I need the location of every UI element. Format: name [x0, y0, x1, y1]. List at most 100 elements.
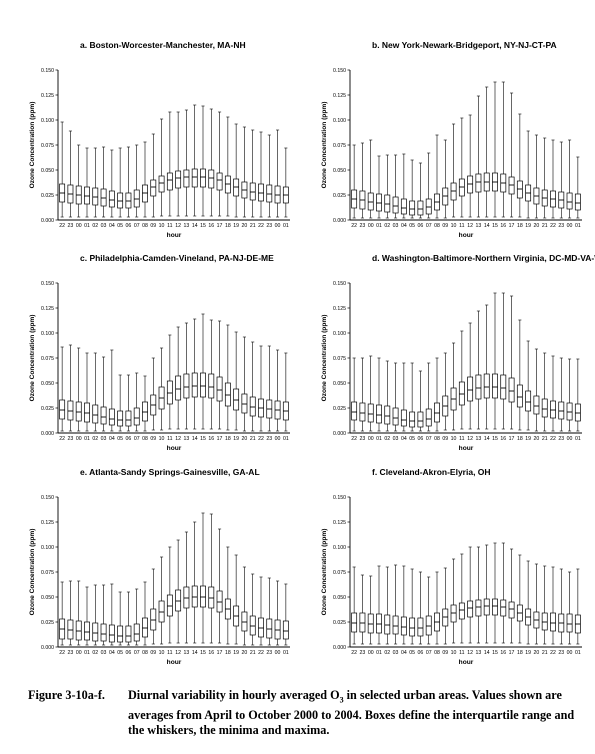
chart-title: f. Cleveland-Akron-Elyria, OH [372, 467, 491, 477]
box-hour-01 [376, 565, 382, 645]
box-iqr [183, 373, 190, 399]
chart-panel: c. Philadelphia-Camden-Vineland, PA-NJ-D… [10, 253, 290, 458]
box-iqr [125, 625, 132, 643]
x-tick-label: 23 [558, 223, 564, 229]
x-tick-label: 12 [175, 650, 181, 656]
box-iqr [117, 410, 124, 427]
box-hour-22 [258, 131, 264, 218]
y-tick-label: 0.050 [333, 381, 346, 387]
y-tick-label: 0.050 [41, 595, 54, 601]
box-iqr [224, 382, 231, 407]
box-hour-14 [191, 104, 198, 217]
y-tick-label: 0.125 [333, 93, 346, 99]
box-hour-15 [492, 81, 498, 218]
box-iqr [434, 402, 440, 423]
box-hour-11 [166, 111, 173, 217]
x-tick-label: 09 [150, 436, 156, 442]
box-iqr [417, 617, 424, 637]
box-hour-17 [216, 111, 223, 217]
box-hour-16 [500, 542, 507, 644]
box-hour-19 [525, 340, 532, 431]
box-iqr [150, 608, 157, 631]
box-iqr [566, 402, 573, 421]
box-hour-10 [158, 347, 165, 431]
box-iqr [483, 373, 490, 399]
box-hour-05 [117, 147, 124, 218]
x-tick-label: 16 [208, 436, 214, 442]
box-hour-05 [409, 362, 416, 432]
x-tick-label: 19 [525, 650, 531, 656]
box-hour-22 [550, 355, 556, 432]
box-iqr [150, 179, 157, 197]
box-iqr [117, 192, 124, 209]
x-axis-label: hour [459, 445, 474, 452]
x-tick-label: 20 [242, 223, 248, 229]
box-iqr [216, 376, 223, 402]
y-tick-label: 0.000 [41, 645, 54, 651]
x-tick-label: 11 [167, 223, 172, 229]
box-iqr [376, 193, 382, 212]
y-tick-label: 0.150 [41, 68, 54, 74]
box-hour-01 [282, 352, 289, 432]
x-tick-label: 22 [59, 436, 65, 442]
x-tick-label: 19 [233, 436, 239, 442]
x-tick-label: 10 [159, 436, 165, 442]
x-tick-label: 06 [418, 223, 424, 229]
y-tick-label: 0.075 [333, 570, 346, 576]
box-hour-19 [233, 123, 240, 218]
x-tick-label: 20 [242, 436, 248, 442]
box-hour-06 [417, 162, 424, 219]
box-hour-22 [258, 345, 264, 432]
box-iqr [158, 175, 165, 193]
box-hour-16 [208, 108, 215, 217]
x-tick-label: 22 [258, 223, 264, 229]
x-tick-label: 18 [517, 436, 523, 442]
x-tick-label: 01 [376, 223, 382, 229]
y-axis-label: Ozone Concentration (ppm) [321, 315, 328, 402]
box-iqr [241, 611, 248, 632]
box-iqr [458, 381, 465, 406]
box-hour-03 [100, 584, 107, 646]
x-axis-label: hour [459, 232, 474, 239]
chart-panel: d. Washington-Baltimore-Northern Virgini… [302, 253, 595, 458]
box-hour-14 [483, 544, 490, 644]
x-tick-label: 05 [409, 436, 415, 442]
box-iqr [216, 172, 223, 191]
x-tick-label: 13 [184, 436, 190, 442]
box-hour-07 [133, 588, 140, 646]
x-tick-label: 21 [250, 223, 256, 229]
box-hour-03 [392, 564, 399, 645]
box-hour-12 [467, 114, 474, 218]
x-tick-label: 14 [484, 436, 490, 442]
box-hour-06 [417, 571, 424, 645]
box-iqr [191, 585, 198, 608]
x-tick-label: 00 [275, 223, 281, 229]
box-iqr [467, 376, 474, 402]
box-hour-14 [191, 521, 198, 644]
box-hour-05 [409, 568, 416, 645]
box-hour-18 [516, 554, 523, 644]
box-iqr [425, 615, 432, 636]
box-hour-01 [84, 147, 90, 218]
box-hour-19 [233, 554, 240, 645]
box-hour-23 [266, 577, 273, 646]
box-hour-07 [133, 144, 140, 218]
box-hour-22 [59, 346, 66, 432]
box-iqr [133, 623, 140, 642]
box-hour-21 [249, 341, 256, 432]
x-tick-label: 04 [109, 650, 115, 656]
x-tick-label: 11 [459, 223, 464, 229]
y-axis-label: Ozone Concentration (ppm) [29, 315, 36, 402]
box-hour-18 [224, 324, 231, 431]
y-tick-label: 0.025 [333, 193, 346, 199]
x-tick-label: 03 [101, 650, 107, 656]
box-iqr [450, 182, 457, 201]
y-tick-label: 0.100 [333, 331, 346, 337]
y-tick-label: 0.050 [333, 595, 346, 601]
y-axis-label: Ozone Concentration (ppm) [321, 102, 328, 189]
box-iqr [492, 373, 498, 399]
box-hour-17 [216, 528, 223, 644]
box-hour-00 [75, 347, 82, 432]
box-iqr [400, 198, 407, 215]
x-tick-label: 01 [376, 436, 382, 442]
